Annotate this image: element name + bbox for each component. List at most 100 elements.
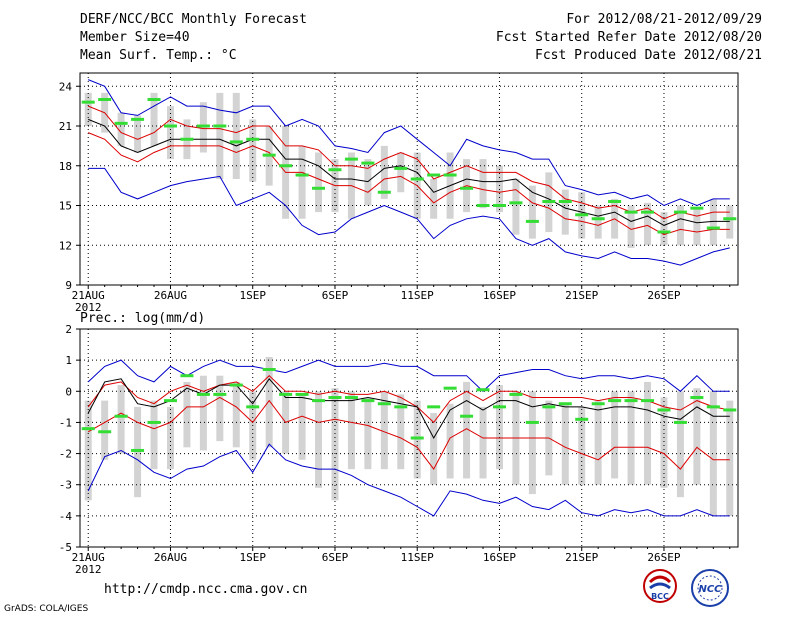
panel1-box-day-34 — [627, 205, 635, 248]
panel1-y-tick-label: 24 — [59, 80, 73, 93]
panel1-box-day-10 — [232, 92, 240, 179]
panel2-y-tick-label: -2 — [59, 448, 72, 461]
panel1-x-year-label: 2012 — [75, 301, 102, 314]
panel2-lower-spread-line — [87, 396, 730, 471]
source-url[interactable]: http://cmdp.ncc.cma.gov.cn — [104, 582, 308, 597]
panel1-upper-spread-line — [88, 105, 730, 220]
panel2-box-day-25 — [479, 406, 487, 479]
panel2-box-day-38 — [693, 388, 701, 485]
forecast-period: For 2012/08/21-2012/09/29 — [566, 12, 762, 27]
panel2-box-day-26 — [495, 385, 503, 470]
panel2-box-day-2 — [101, 400, 109, 460]
panel2-min-line — [87, 443, 730, 517]
agency-logos: BCC NCC — [643, 569, 729, 607]
panel1-box-day-3 — [117, 112, 125, 146]
panel2-plot-frame — [79, 328, 739, 548]
panel2-box-day-16 — [331, 388, 339, 501]
panel1-x-tick-label: 6SEP — [322, 289, 349, 302]
panel2-y-tick-label: -5 — [59, 541, 72, 554]
panel2-box-day-5 — [150, 400, 158, 470]
panel1-box-day-27 — [512, 179, 520, 235]
panel1-ensemble-mean-line — [88, 118, 730, 226]
panel2-box-day-40 — [726, 400, 734, 516]
panel1-box-day-36 — [660, 212, 668, 246]
panel2-box-day-18 — [364, 397, 372, 470]
panel1-box-day-30 — [561, 189, 569, 235]
bcc-logo-text: BCC — [651, 592, 669, 601]
panel1-max-line — [88, 79, 730, 207]
panel2-box-day-37 — [676, 391, 684, 498]
panel2-y-tick-label: -4 — [59, 510, 73, 523]
bcc-logo-icon: BCC — [643, 569, 677, 603]
chart-title: DERF/NCC/BCC Monthly Forecast — [80, 12, 307, 27]
variable-label: Mean Surf. Temp.: °C — [80, 48, 237, 63]
panel1-box-day-19 — [380, 145, 388, 199]
panel2-box-day-35 — [644, 381, 652, 485]
ncc-logo-icon: NCC — [691, 569, 729, 607]
panel1-box-day-40 — [726, 205, 734, 239]
panel2-box-day-39 — [709, 391, 717, 516]
panel2-box-day-32 — [594, 400, 602, 485]
panel2-ensemble-mean-line — [87, 377, 730, 440]
panel2-box-day-3 — [117, 385, 125, 454]
panel1-x-tick-label: 26AUG — [154, 289, 187, 302]
panel1-y-tick-label: 18 — [59, 160, 72, 173]
panel2-x-tick-label: 26AUG — [154, 551, 187, 564]
panel2-box-day-9 — [216, 375, 224, 442]
panel1-x-tick-label: 26SEP — [647, 289, 680, 302]
panel2-box-day-34 — [627, 391, 635, 485]
panel1-box-day-18 — [364, 159, 372, 206]
panel2-x-tick-label: 26SEP — [647, 551, 680, 564]
panel2-box-day-21 — [413, 400, 421, 479]
ncc-logo-text: NCC — [698, 584, 722, 595]
panel2-box-day-30 — [561, 403, 569, 485]
panel1-lower-spread-line — [88, 132, 730, 236]
panel2-y-tick-label: -3 — [59, 479, 72, 492]
panel1-box-day-6 — [166, 106, 174, 160]
panel1-box-day-4 — [134, 115, 142, 153]
panel1-box-day-20 — [397, 152, 405, 193]
panel1-x-tick-label: 21AUG — [72, 289, 105, 302]
panel1-box-day-35 — [644, 202, 652, 246]
panel2-box-day-20 — [397, 394, 405, 470]
panel1-box-day-15 — [315, 152, 323, 213]
panel1-y-tick-label: 15 — [59, 200, 72, 213]
panel1-box-day-5 — [150, 92, 158, 146]
member-size-label: Member Size=40 — [80, 30, 190, 45]
panel2-x-tick-label: 21SEP — [565, 551, 598, 564]
panel1-x-tick-label: 1SEP — [239, 289, 266, 302]
panel2-title: Prec.: log(mm/d) — [80, 311, 205, 326]
panel1-box-day-25 — [479, 159, 487, 209]
panel2-x-tick-label: 16SEP — [483, 551, 516, 564]
grads-credit: GrADS: COLA/IGES — [4, 604, 89, 614]
panel2-box-day-7 — [183, 381, 191, 448]
panel2-y-tick-label: 0 — [65, 385, 72, 398]
panel2-x-tick-label: 1SEP — [239, 551, 266, 564]
panel1-box-day-14 — [298, 145, 306, 219]
panel2-box-day-8 — [199, 375, 207, 451]
panel1-box-day-26 — [495, 165, 503, 213]
panel2-box-day-19 — [380, 391, 388, 470]
panel1-x-tick-label: 11SEP — [401, 289, 434, 302]
panel1-box-day-9 — [216, 92, 224, 179]
panel1-y-tick-label: 12 — [59, 239, 72, 252]
panel1-min-line — [88, 167, 730, 266]
forecast-produced-date: Fcst Produced Date 2012/08/21 — [535, 48, 762, 63]
panel2-box-day-22 — [430, 413, 438, 485]
panel2-box-day-15 — [315, 391, 323, 488]
panel1-box-day-11 — [249, 119, 257, 182]
panel2-box-day-12 — [265, 357, 273, 448]
panel2-box-day-24 — [463, 381, 471, 479]
panel1-y-tick-label: 21 — [59, 120, 72, 133]
panel2-upper-spread-line — [87, 375, 730, 424]
panel2-y-tick-label: -1 — [59, 416, 72, 429]
panel2-x-tick-label: 11SEP — [401, 551, 434, 564]
panel1-y-tick-label: 9 — [65, 279, 72, 292]
panel2-box-day-1 — [84, 400, 92, 501]
panel1-box-day-32 — [594, 205, 602, 239]
panel2-box-day-28 — [528, 391, 536, 495]
panel2-box-day-4 — [134, 406, 142, 498]
panel1-plot-frame — [79, 72, 739, 286]
panel2-x-tick-label: 21AUG — [72, 551, 105, 564]
